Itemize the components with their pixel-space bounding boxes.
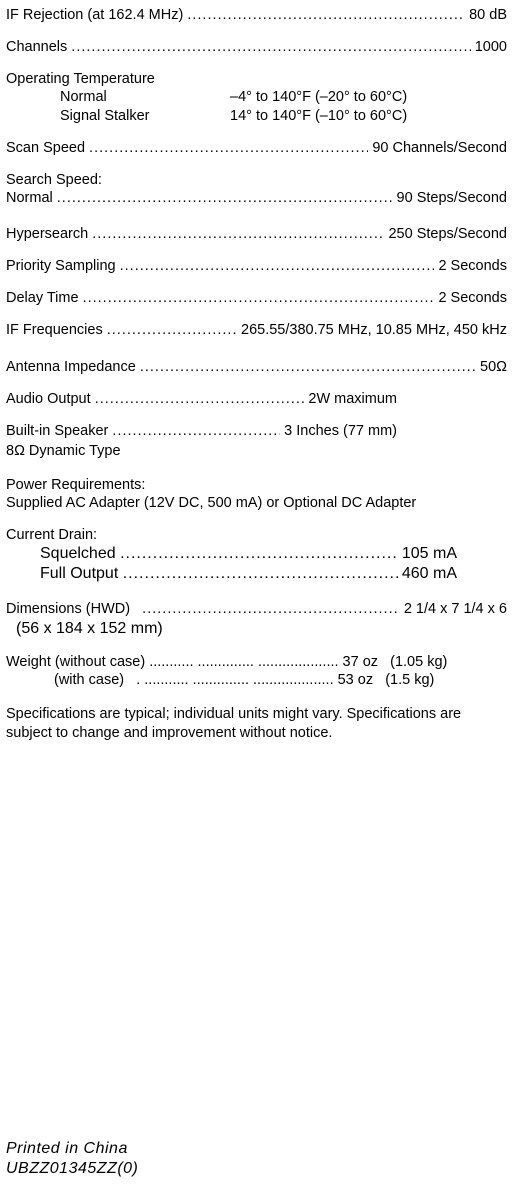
spec-delay: Delay Time 2 Seconds: [6, 289, 507, 307]
footer-line-2: UBZZ01345ZZ(0): [6, 1159, 138, 1179]
value: 14° to 140°F (–10° to 60°C): [230, 107, 407, 125]
footer-line-1: Printed in China: [6, 1139, 138, 1159]
label: Channels: [6, 38, 67, 56]
spec-current-drain: Current Drain: Squelched 105 mA Full Out…: [6, 526, 507, 584]
label: Squelched: [40, 544, 116, 564]
value: 3 Inches (77 mm): [280, 422, 397, 440]
leader-dots: [95, 390, 305, 408]
spec-dimensions: Dimensions (HWD) 2 1/4 x 7 1/4 x 6 (56 x…: [6, 600, 507, 638]
value: 250 Steps/Second: [384, 225, 507, 243]
subtitle: Current Drain:: [6, 526, 507, 544]
power-text: Supplied AC Adapter (12V DC, 500 mA) or …: [6, 494, 507, 512]
value: 2 1/4 x 7 1/4 x 6: [400, 600, 507, 618]
spec-scan-speed: Scan Speed 90 Channels/Second: [6, 139, 507, 157]
leader-dots: [83, 289, 435, 307]
spec-priority: Priority Sampling 2 Seconds: [6, 257, 507, 275]
spec-search-speed: Search Speed: Normal 90 Steps/Second: [6, 171, 507, 207]
leader-dots: [187, 6, 465, 24]
metric: (1.05 kg): [390, 653, 447, 671]
disclaimer: Specifications are typical; individual u…: [6, 705, 507, 743]
spec-operating-temperature: Operating Temperature Normal –4° to 140°…: [6, 70, 507, 124]
spec-weight: Weight (without case) ........... ......…: [6, 653, 507, 689]
weight-without: Weight (without case) ........... ......…: [6, 653, 507, 671]
spec-speaker: Built-in Speaker 3 Inches (77 mm): [6, 422, 507, 440]
label: Full Output: [40, 564, 118, 584]
label: Antenna Impedance: [6, 358, 136, 376]
value: –4° to 140°F (–20° to 60°C): [230, 88, 407, 106]
subtitle: Operating Temperature: [6, 70, 507, 88]
label: Scan Speed: [6, 139, 85, 157]
search-normal: Normal 90 Steps/Second: [6, 189, 507, 207]
subtitle: Power Requirements:: [6, 476, 507, 494]
value: 90 Channels/Second: [368, 139, 507, 157]
value: 2W maximum: [304, 390, 397, 408]
weight-with: (with case) . ........... ..............…: [6, 671, 507, 689]
label: Built-in Speaker: [6, 422, 108, 440]
spec-if-frequencies: IF Frequencies 265.55/380.75 MHz, 10.85 …: [6, 321, 507, 339]
value: 2 Seconds: [434, 289, 507, 307]
leader-dots: [140, 358, 476, 376]
label: Priority Sampling: [6, 257, 116, 275]
label: Hypersearch: [6, 225, 88, 243]
value: 90 Steps/Second: [393, 189, 507, 207]
spec-hypersearch: Hypersearch 250 Steps/Second: [6, 225, 507, 243]
label: IF Frequencies: [6, 321, 103, 339]
dim-metric: (56 x 184 x 152 mm): [6, 619, 507, 639]
leader-dots: [112, 422, 280, 440]
label: (with case): [54, 671, 124, 689]
label: Normal: [6, 189, 53, 207]
value: 2 Seconds: [434, 257, 507, 275]
subtitle: Search Speed:: [6, 171, 507, 189]
drain-squelched: Squelched 105 mA: [6, 544, 507, 564]
value: 37 oz: [339, 653, 378, 671]
value: 1000: [471, 38, 507, 56]
value: 50Ω: [476, 358, 507, 376]
leader-dots: [120, 544, 398, 564]
label: Signal Stalker: [60, 107, 230, 125]
footer: Printed in China UBZZ01345ZZ(0): [6, 1139, 138, 1179]
label: Normal: [60, 88, 230, 106]
spec-antenna: Antenna Impedance 50Ω: [6, 358, 507, 376]
label: IF Rejection (at 162.4 MHz): [6, 6, 183, 24]
temp-stalker: Signal Stalker 14° to 140°F (–10° to 60°…: [6, 107, 507, 125]
spec-channels: Channels 1000: [6, 38, 507, 56]
value: 53 oz: [334, 671, 373, 689]
leader-dots: [120, 257, 435, 275]
drain-full: Full Output 460 mA: [6, 564, 507, 584]
label: Dimensions (HWD): [6, 600, 130, 618]
spec-audio: Audio Output 2W maximum: [6, 390, 507, 408]
leader-dots: [71, 38, 470, 56]
dim-line: Dimensions (HWD) 2 1/4 x 7 1/4 x 6: [6, 600, 507, 618]
metric: (1.5 kg): [385, 671, 434, 689]
label: Audio Output: [6, 390, 91, 408]
value: 80 dB: [465, 6, 507, 24]
leader-dots: [142, 600, 400, 618]
label: Delay Time: [6, 289, 79, 307]
value: 460 mA: [398, 564, 457, 584]
leader-dots: [57, 189, 393, 207]
label: Weight (without case): [6, 653, 145, 671]
spec-if-rejection: IF Rejection (at 162.4 MHz) 80 dB: [6, 6, 507, 24]
leader-dots: [107, 321, 237, 339]
value: 105 mA: [398, 544, 457, 564]
leader-dots: [92, 225, 384, 243]
leader-dots: [89, 139, 368, 157]
spec-power: Power Requirements: Supplied AC Adapter …: [6, 476, 507, 512]
value: 265.55/380.75 MHz, 10.85 MHz, 450 kHz: [237, 321, 507, 339]
temp-normal: Normal –4° to 140°F (–20° to 60°C): [6, 88, 507, 106]
spec-speaker-type: 8Ω Dynamic Type: [6, 442, 507, 460]
leader-dots: [123, 564, 398, 584]
